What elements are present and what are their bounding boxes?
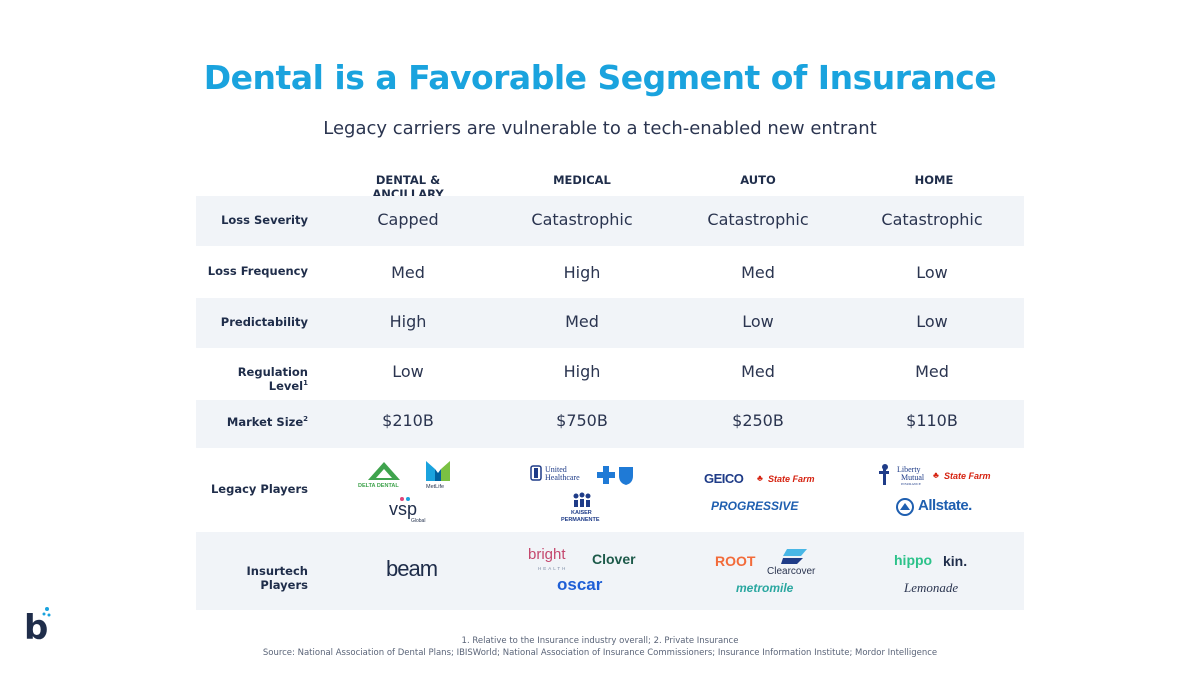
- cell-value: $750B: [556, 411, 608, 430]
- cell-value: Catastrophic: [531, 210, 633, 229]
- root-logo: ROOT: [715, 553, 756, 569]
- cell-value: Low: [916, 263, 948, 282]
- cell-value: High: [563, 362, 601, 381]
- col-header-auto: AUTO: [740, 173, 776, 187]
- oscar-logo: oscar: [557, 575, 603, 594]
- vsp-swoosh-icon: [400, 497, 410, 501]
- row-label-legacy: Legacy Players: [210, 482, 308, 496]
- hippo-logo: hippo: [894, 552, 933, 568]
- row-bg-loss-severity: [196, 196, 1024, 246]
- row-label-market-size: Market Size2: [226, 415, 308, 429]
- bright-health-logo: bright: [528, 546, 566, 563]
- bright-health-sub: HEALTH: [538, 566, 568, 571]
- delta-dental-logo-icon: [368, 462, 400, 480]
- metlife-logo-icon: [426, 461, 450, 481]
- cell-value: Capped: [377, 210, 439, 229]
- cell-value: Med: [915, 362, 949, 381]
- col-header-home: HOME: [914, 173, 954, 187]
- row-bg-legacy: [196, 448, 1024, 532]
- page-subtitle: Legacy carriers are vulnerable to a tech…: [323, 118, 877, 139]
- metlife-logo: MetLife: [426, 484, 445, 490]
- state-farm-logo: State Farm: [944, 471, 991, 481]
- cell-value: Med: [741, 362, 775, 381]
- united-healthcare-logo: United Healthcare: [545, 465, 580, 482]
- kaiser-permanente-logo-icon: [573, 492, 591, 507]
- state-farm-logo-icon: ♣: [933, 470, 939, 480]
- row-label-loss-frequency: Loss Frequency: [207, 264, 308, 278]
- metromile-logo: metromile: [736, 581, 794, 595]
- cell-value: Catastrophic: [707, 210, 809, 229]
- liberty-mutual-logo-icon: [879, 464, 889, 485]
- progressive-logo: PROGRESSIVE: [711, 499, 799, 513]
- permanente-logo: PERMANENTE: [561, 517, 600, 523]
- row-bg-predictability: [196, 298, 1024, 348]
- cell-value: High: [389, 312, 427, 331]
- cell-value: $250B: [732, 411, 784, 430]
- state-farm-logo: State Farm: [768, 474, 815, 484]
- row-label-regulation: Regulation Level1: [237, 365, 308, 393]
- cell-value: High: [563, 263, 601, 282]
- row-bg-insurtech: [196, 532, 1024, 610]
- vsp-global-logo: Global: [411, 518, 426, 524]
- united-healthcare-logo-icon: [530, 465, 542, 481]
- cell-value: Med: [741, 263, 775, 282]
- cell-value: Med: [565, 312, 599, 331]
- allstate-logo: Allstate.: [918, 497, 972, 514]
- col-header-medical: MEDICAL: [553, 173, 611, 187]
- source-note: Source: National Association of Dental P…: [262, 648, 938, 658]
- clearcover-logo: Clearcover: [767, 566, 816, 577]
- blue-cross-blue-shield-logo-icon: [597, 466, 633, 485]
- clover-logo: Clover: [592, 551, 636, 567]
- cell-value: Low: [742, 312, 774, 331]
- row-label-loss-severity: Loss Severity: [221, 213, 308, 227]
- footnote: 1. Relative to the Insurance industry ov…: [461, 636, 739, 646]
- clearcover-logo-icon: [781, 549, 807, 564]
- lemonade-logo: Lemonade: [904, 580, 959, 595]
- cell-value: $210B: [382, 411, 434, 430]
- cell-value: Catastrophic: [881, 210, 983, 229]
- brand-dots-icon: [42, 607, 51, 617]
- state-farm-logo-icon: ♣: [757, 473, 763, 483]
- allstate-logo-icon: [896, 498, 914, 516]
- kaiser-logo: KAISER: [571, 510, 592, 516]
- row-label-insurtech: Insurtech Players: [246, 564, 308, 592]
- kin-logo: kin.: [943, 553, 968, 569]
- row-label-predictability: Predictability: [220, 315, 308, 329]
- vsp-logo: vsp: [389, 499, 418, 519]
- cell-value: Med: [391, 263, 425, 282]
- row-bg-market-size: [196, 400, 1024, 448]
- delta-dental-logo: DELTA DENTAL: [358, 483, 399, 489]
- cell-value: Low: [916, 312, 948, 331]
- page-title: Dental is a Favorable Segment of Insuran…: [203, 58, 997, 97]
- liberty-mutual-logo: Liberty Mutual INSURANCE: [897, 465, 925, 487]
- geico-logo: GEICO: [704, 471, 744, 486]
- cell-value: Low: [392, 362, 424, 381]
- beam-logo: beam: [386, 556, 438, 581]
- cell-value: $110B: [906, 411, 958, 430]
